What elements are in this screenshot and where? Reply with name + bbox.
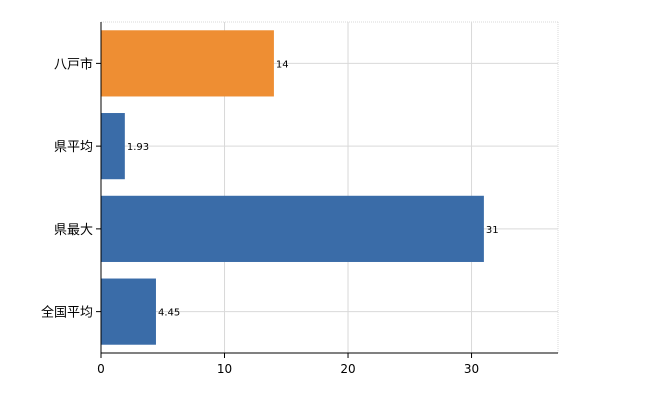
category-label: 県最大 — [54, 223, 93, 238]
category-label: 県平均 — [54, 140, 93, 155]
value-labels: 14 1.93 31 4.45 — [127, 59, 499, 318]
bars — [101, 30, 484, 345]
x-axis-ticks: 0 10 20 30 — [97, 353, 479, 376]
data-label: 4.45 — [158, 308, 180, 319]
data-label: 31 — [486, 225, 499, 236]
bar — [101, 195, 484, 262]
x-tick-label: 30 — [464, 362, 479, 376]
x-tick-label: 0 — [97, 362, 105, 376]
bar — [101, 113, 125, 180]
axes — [100, 22, 558, 354]
category-label: 全国平均 — [41, 305, 93, 321]
data-label: 14 — [276, 59, 289, 70]
x-tick-label: 10 — [217, 362, 232, 376]
category-label: 八戸市 — [54, 56, 93, 72]
bar — [101, 30, 274, 97]
x-tick-label: 20 — [340, 362, 355, 376]
bar — [101, 278, 156, 345]
data-label: 1.93 — [127, 142, 149, 153]
